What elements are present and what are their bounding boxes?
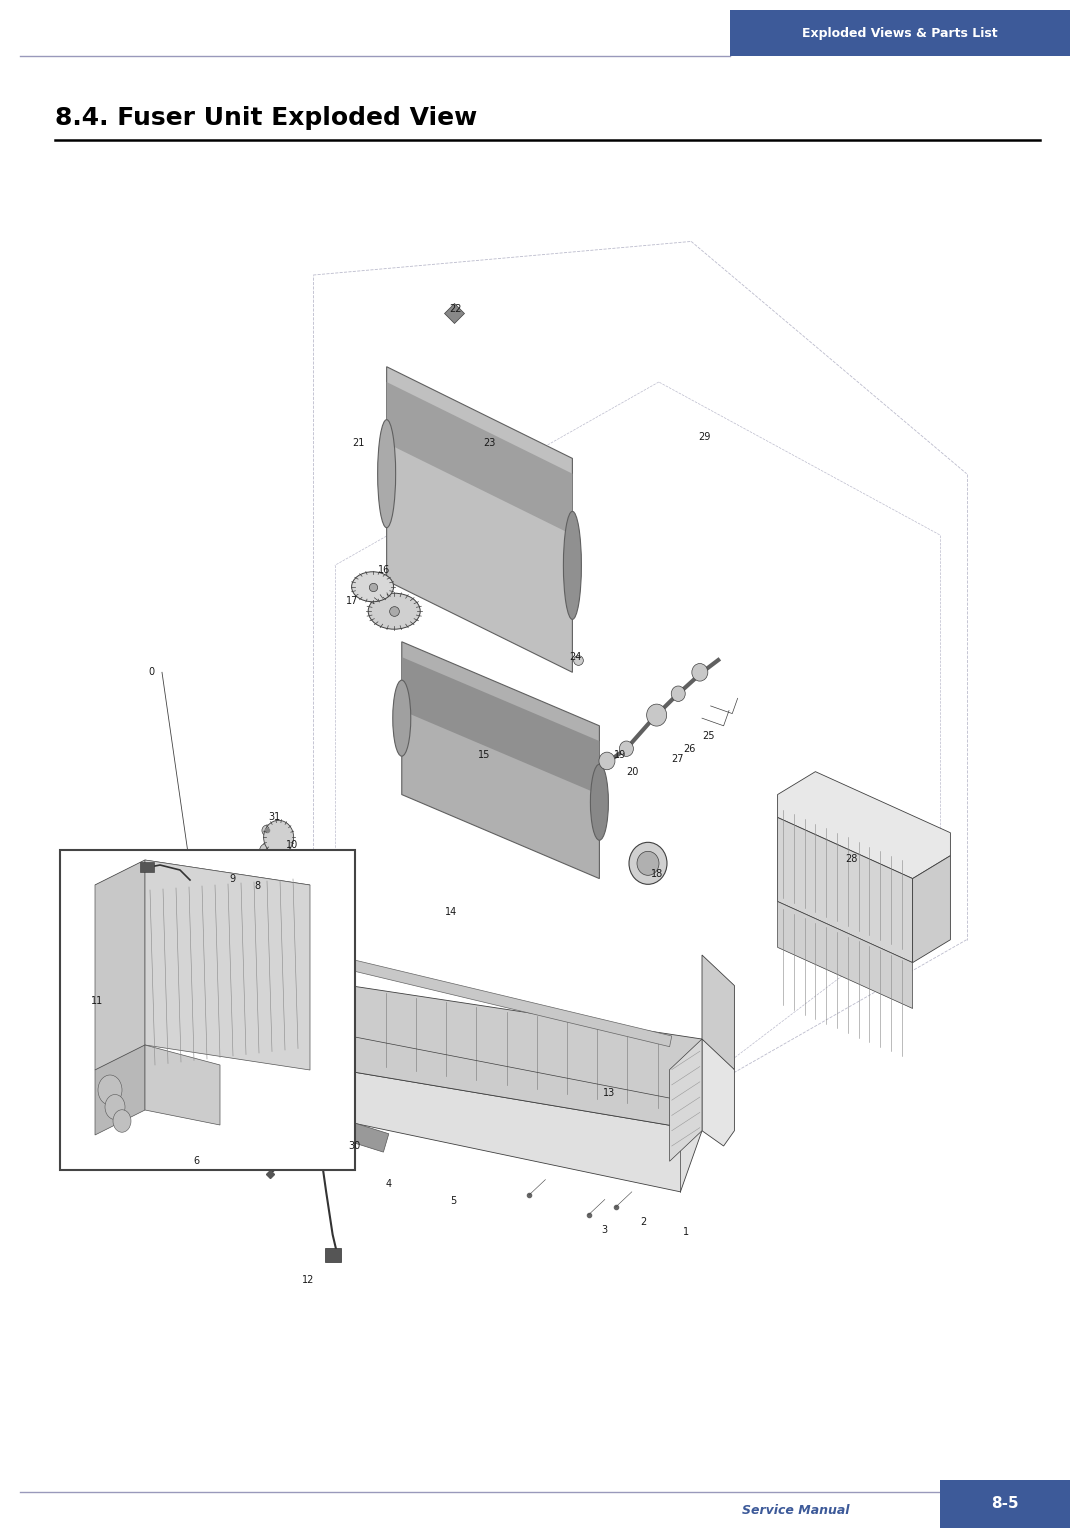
Polygon shape (145, 1045, 220, 1125)
Polygon shape (248, 970, 702, 1131)
Text: 21: 21 (352, 439, 365, 448)
Text: 8: 8 (254, 882, 260, 891)
Text: 8.4. Fuser Unit Exploded View: 8.4. Fuser Unit Exploded View (55, 105, 477, 130)
Ellipse shape (242, 853, 259, 874)
Ellipse shape (620, 741, 633, 756)
Bar (140, 862, 154, 872)
Text: 10: 10 (285, 840, 298, 850)
Polygon shape (145, 860, 310, 1070)
FancyBboxPatch shape (730, 11, 1070, 57)
Text: 9: 9 (229, 874, 235, 883)
Ellipse shape (264, 821, 294, 854)
Text: Exploded Views & Parts List: Exploded Views & Parts List (802, 26, 998, 40)
Polygon shape (670, 1039, 702, 1161)
Text: 30: 30 (348, 1141, 361, 1151)
Ellipse shape (105, 1094, 125, 1120)
Text: Service Manual: Service Manual (743, 1504, 850, 1516)
Polygon shape (702, 1039, 734, 1146)
Ellipse shape (599, 752, 615, 770)
Polygon shape (248, 1054, 702, 1192)
Ellipse shape (637, 851, 659, 876)
Text: 27: 27 (671, 755, 684, 764)
Ellipse shape (98, 1076, 122, 1105)
Text: 3: 3 (602, 1225, 608, 1235)
Bar (325, 1248, 340, 1262)
Text: 22: 22 (449, 304, 462, 313)
Polygon shape (315, 1112, 389, 1152)
Ellipse shape (393, 680, 410, 756)
Polygon shape (95, 860, 145, 1070)
Ellipse shape (228, 863, 247, 885)
Polygon shape (778, 902, 913, 1008)
Text: 8-5: 8-5 (991, 1496, 1018, 1511)
Text: 20: 20 (626, 767, 639, 776)
Polygon shape (95, 1045, 145, 1135)
Polygon shape (216, 935, 248, 1054)
Text: 15: 15 (477, 750, 490, 759)
Polygon shape (95, 860, 310, 911)
Polygon shape (402, 657, 599, 795)
Polygon shape (387, 367, 572, 672)
Polygon shape (778, 817, 913, 963)
Text: 2: 2 (640, 1218, 647, 1227)
Text: 26: 26 (683, 744, 696, 753)
Text: 25: 25 (702, 732, 715, 741)
Text: 23: 23 (483, 439, 496, 448)
Text: 0: 0 (148, 668, 154, 677)
Ellipse shape (352, 571, 393, 602)
Text: 28: 28 (845, 854, 858, 863)
Ellipse shape (378, 420, 395, 527)
Polygon shape (387, 382, 572, 535)
Text: 5: 5 (450, 1196, 457, 1206)
Polygon shape (190, 1112, 220, 1134)
Polygon shape (402, 642, 599, 879)
Text: 11: 11 (91, 996, 104, 1005)
Ellipse shape (629, 842, 667, 885)
Text: 1: 1 (683, 1227, 689, 1236)
Polygon shape (913, 856, 950, 963)
Text: 29: 29 (698, 432, 711, 442)
Text: 4: 4 (386, 1180, 392, 1189)
Polygon shape (702, 955, 734, 1070)
Polygon shape (319, 952, 672, 1047)
Ellipse shape (591, 764, 608, 840)
Text: 6: 6 (193, 1157, 200, 1166)
Ellipse shape (564, 512, 581, 619)
Text: 17: 17 (346, 596, 359, 605)
Ellipse shape (113, 1109, 131, 1132)
Text: 12: 12 (301, 1276, 314, 1285)
Text: 18: 18 (650, 869, 663, 879)
Text: 13: 13 (603, 1088, 616, 1097)
Ellipse shape (672, 686, 685, 701)
Ellipse shape (692, 663, 707, 681)
Ellipse shape (647, 704, 666, 726)
Bar (60, 850, 355, 1170)
Polygon shape (778, 772, 950, 879)
Text: 24: 24 (569, 652, 582, 662)
Ellipse shape (368, 593, 420, 630)
Text: 19: 19 (613, 750, 626, 759)
Text: 31: 31 (268, 813, 281, 822)
Text: 16: 16 (378, 565, 391, 575)
FancyBboxPatch shape (940, 1481, 1070, 1528)
Text: 14: 14 (445, 908, 458, 917)
